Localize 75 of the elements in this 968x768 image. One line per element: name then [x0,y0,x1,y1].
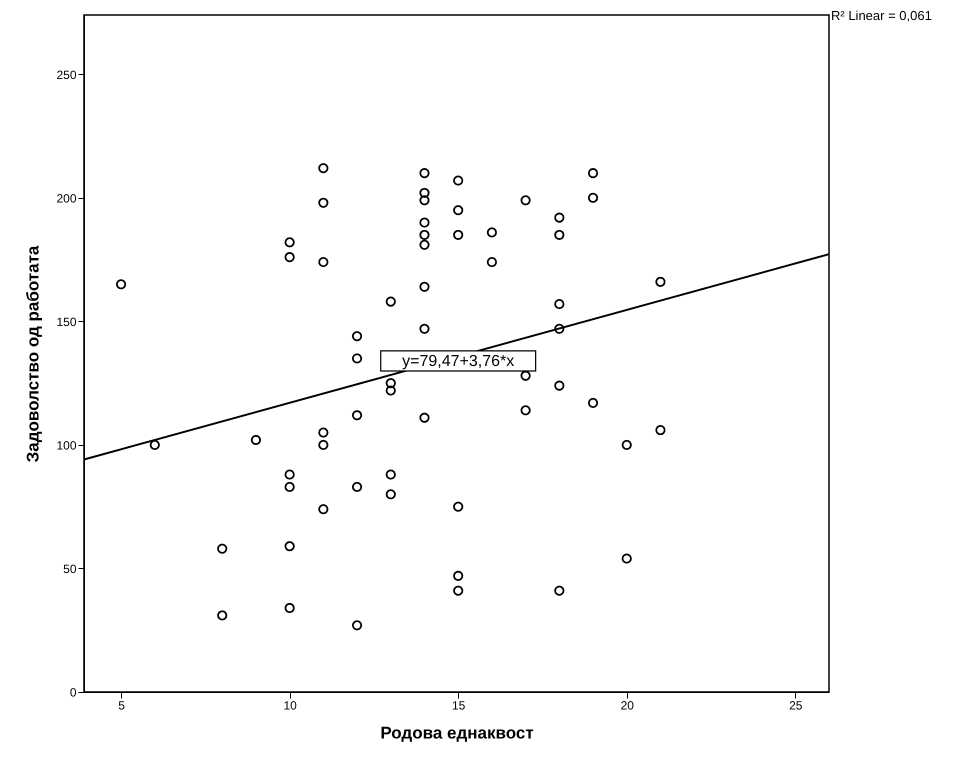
point [622,440,632,450]
point [588,398,598,408]
point [588,168,598,178]
point [419,324,430,334]
point [150,440,160,450]
point [419,230,430,240]
y-tick-label: 50 [63,562,77,576]
point [386,489,396,500]
point [419,240,430,250]
point [386,385,396,396]
point [386,296,396,307]
point [318,198,328,208]
point [554,299,564,310]
point [622,554,632,564]
point [453,205,464,216]
point [284,469,295,480]
point [284,237,295,248]
point [554,212,564,223]
point [453,586,464,596]
point [352,331,362,342]
point [284,602,295,614]
y-tick-label: 200 [56,191,77,206]
point [217,610,228,620]
point [284,482,295,492]
annotation: y=79,47+3,76*x [402,352,514,370]
point [352,620,362,630]
x-tick-label: 10 [283,698,298,712]
x-tick-label: 15 [452,698,466,712]
x-tick-label: 25 [789,698,803,712]
point [486,257,497,268]
y-tick-label: 0 [70,686,77,700]
point [453,502,464,512]
point [554,586,564,596]
x-tick-label: 20 [620,698,634,712]
point [284,252,295,262]
point [116,279,126,290]
point [419,412,430,423]
point [655,425,666,436]
x-tick-label: 5 [118,698,126,712]
point [419,195,430,206]
point [250,434,262,446]
text: R² Linear = 0,061 [831,8,932,23]
point [520,370,531,381]
point [318,427,328,438]
point [588,192,598,203]
y-axis-title: Задоволство од работата [23,245,42,462]
point [318,257,328,268]
point [554,230,564,240]
point [486,227,497,238]
y-tick-label: 250 [56,68,77,82]
point [352,482,362,492]
point [318,163,328,174]
point [453,230,464,240]
point [386,378,396,388]
point [520,195,531,206]
point [318,440,328,450]
point [419,168,430,178]
point [655,276,666,287]
point [520,405,531,416]
point [318,504,328,514]
point [352,410,362,420]
point [386,469,396,480]
point [453,175,464,186]
point [352,353,362,364]
point [419,217,430,228]
point [419,282,430,292]
point [554,380,564,391]
y-tick-label: 100 [56,438,77,452]
x-axis-title: Родова еднаквост [380,724,534,742]
point [419,188,430,198]
point [453,570,464,581]
point [554,324,564,334]
point [284,541,295,552]
y-tick-label: 150 [56,314,77,329]
point [217,544,228,554]
